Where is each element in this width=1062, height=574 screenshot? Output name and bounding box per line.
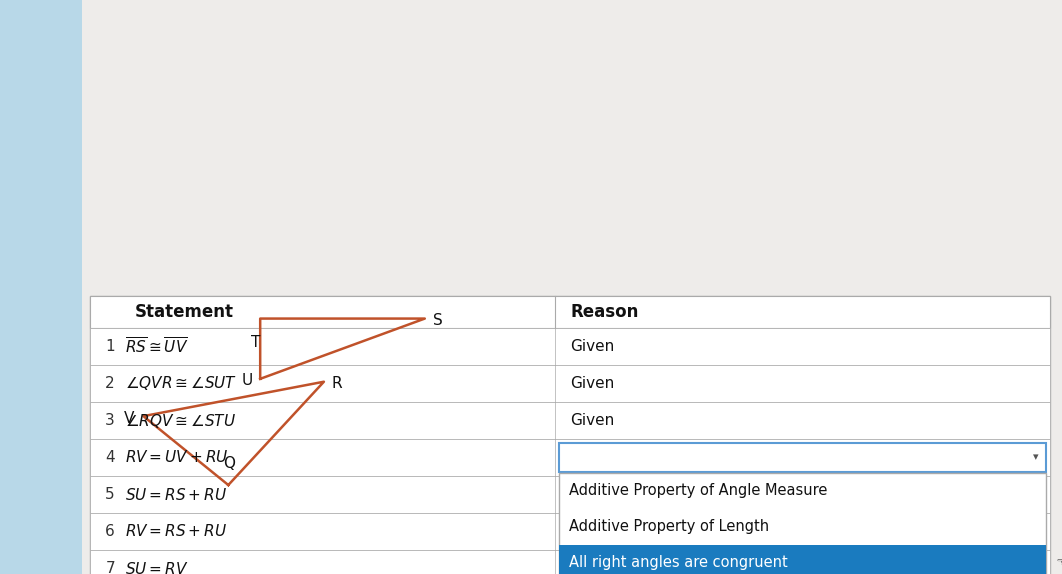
- Text: 7: 7: [105, 561, 115, 574]
- Bar: [90, 476, 1050, 513]
- Text: $RV = UV + RU$: $RV = UV + RU$: [125, 449, 228, 466]
- Text: Q: Q: [223, 456, 236, 471]
- Bar: [90, 328, 1050, 365]
- Text: 3: 3: [105, 413, 115, 428]
- Text: Statement: Statement: [135, 303, 234, 321]
- Text: V: V: [124, 410, 135, 426]
- Bar: [90, 296, 1050, 574]
- Text: 1: 1: [105, 339, 115, 354]
- Text: Additive Property of Length: Additive Property of Length: [569, 519, 769, 534]
- Bar: [90, 550, 1050, 574]
- Text: All right angles are congruent: All right angles are congruent: [569, 556, 788, 571]
- Text: ▾: ▾: [1033, 452, 1039, 463]
- Text: $\overline{RS} \cong \overline{UV}$: $\overline{RS} \cong \overline{UV}$: [125, 336, 188, 356]
- Text: Given: Given: [570, 376, 614, 391]
- Text: $\angle QVR \cong \angle SUT$: $\angle QVR \cong \angle SUT$: [125, 374, 237, 393]
- Bar: [559, 473, 1046, 574]
- Text: R: R: [331, 376, 342, 391]
- Text: T: T: [251, 335, 260, 350]
- Text: $\angle RQV \cong \angle STU$: $\angle RQV \cong \angle STU$: [125, 412, 236, 429]
- Text: 6: 6: [105, 524, 115, 539]
- Bar: [90, 439, 1050, 476]
- Text: $SU = RV$: $SU = RV$: [125, 560, 188, 574]
- Text: Reason: Reason: [570, 303, 638, 321]
- Text: Additive Property of Angle Measure: Additive Property of Angle Measure: [569, 483, 827, 498]
- Text: 4: 4: [105, 450, 115, 465]
- Text: 2: 2: [105, 376, 115, 391]
- Text: 5: 5: [105, 487, 115, 502]
- Text: Given: Given: [570, 339, 614, 354]
- Bar: [90, 365, 1050, 402]
- Text: U: U: [241, 373, 253, 389]
- Text: Given: Given: [570, 413, 614, 428]
- Bar: [559, 443, 1046, 472]
- Bar: [90, 513, 1050, 550]
- Bar: [559, 545, 1046, 574]
- Text: $RV = RS + RU$: $RV = RS + RU$: [125, 523, 227, 540]
- Text: S: S: [433, 313, 443, 328]
- Text: $SU = RS + RU$: $SU = RS + RU$: [125, 487, 227, 502]
- Bar: [0, 0, 82, 574]
- Text: ☜: ☜: [1056, 554, 1062, 572]
- Bar: [90, 402, 1050, 439]
- Bar: [90, 296, 1050, 328]
